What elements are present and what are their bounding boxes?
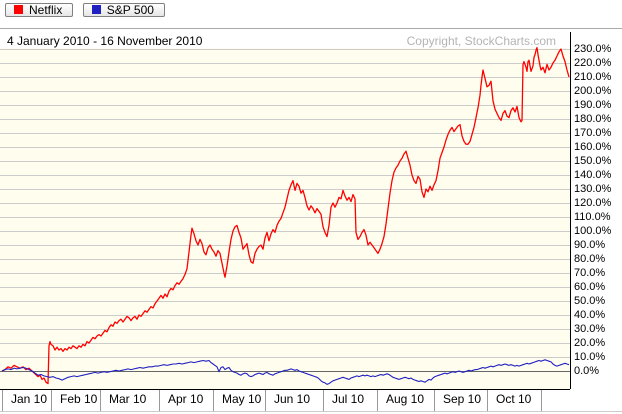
y-axis-tick-label: 40.0%: [574, 309, 606, 321]
x-axis-month-label: Jan 10: [11, 392, 48, 406]
y-axis-tick-label: 220.0%: [574, 57, 612, 69]
tab-netflix[interactable]: Netflix: [5, 2, 74, 17]
y-axis-tick-label: 70.0%: [574, 267, 606, 279]
y-axis-tick-label: 180.0%: [574, 113, 612, 125]
tab-sp500[interactable]: S&P 500: [82, 2, 165, 17]
x-axis-month-label: Aug 10: [386, 392, 425, 406]
y-axis-tick-label: 0.0%: [574, 365, 600, 377]
sp500-color-swatch-icon: [91, 5, 101, 14]
y-axis-tick-label: 130.0%: [574, 183, 612, 195]
y-axis-tick-label: 90.0%: [574, 239, 606, 251]
y-axis-tick-label: 230.0%: [574, 43, 612, 55]
y-axis-tick-label: 210.0%: [574, 71, 612, 83]
copyright-label: Copyright, StockCharts.com: [406, 34, 556, 48]
x-axis-month-label: Mar 10: [109, 392, 147, 406]
legend-tab-bar: Netflix S&P 500: [0, 0, 622, 29]
netflix-line: [1, 46, 570, 385]
y-axis-tick-label: 170.0%: [574, 127, 612, 139]
y-axis-tick-label: 160.0%: [574, 141, 612, 153]
x-axis-month-label: Jun 10: [274, 392, 311, 406]
y-axis-tick-label: 20.0%: [574, 337, 606, 349]
y-axis-tick-label: 140.0%: [574, 169, 612, 181]
y-axis-tick-label: 100.0%: [574, 225, 612, 237]
y-axis-tick-label: 30.0%: [574, 323, 606, 335]
y-axis-tick-label: 110.0%: [574, 211, 611, 223]
y-axis-tick-label: 150.0%: [574, 155, 612, 167]
plot-background: [0, 48, 570, 389]
x-axis-month-label: Jul 10: [332, 392, 365, 406]
y-axis-tick-label: 120.0%: [574, 197, 612, 209]
sp500-line: [1, 359, 570, 385]
y-axis-tick-label: 10.0%: [574, 351, 606, 363]
x-axis-month-label: May 10: [222, 392, 262, 406]
y-axis-tick-label: 200.0%: [574, 85, 612, 97]
x-axis-month-label: Feb 10: [60, 392, 98, 406]
x-axis-month-label: Oct 10: [496, 392, 532, 406]
y-axis-tick-label: 50.0%: [574, 295, 606, 307]
y-axis-tick-label: 80.0%: [574, 253, 606, 265]
tab-sp500-label: S&P 500: [106, 2, 154, 17]
price-performance-plot: [0, 32, 622, 412]
netflix-color-swatch-icon: [14, 5, 23, 14]
date-range-label: 4 January 2010 - 16 November 2010: [7, 34, 203, 48]
x-axis-month-label: Apr 10: [168, 392, 204, 406]
y-axis-tick-label: 190.0%: [574, 99, 612, 111]
x-axis-month-label: Sep 10: [443, 392, 482, 406]
y-axis-tick-label: 60.0%: [574, 281, 606, 293]
tab-netflix-label: Netflix: [29, 2, 63, 17]
